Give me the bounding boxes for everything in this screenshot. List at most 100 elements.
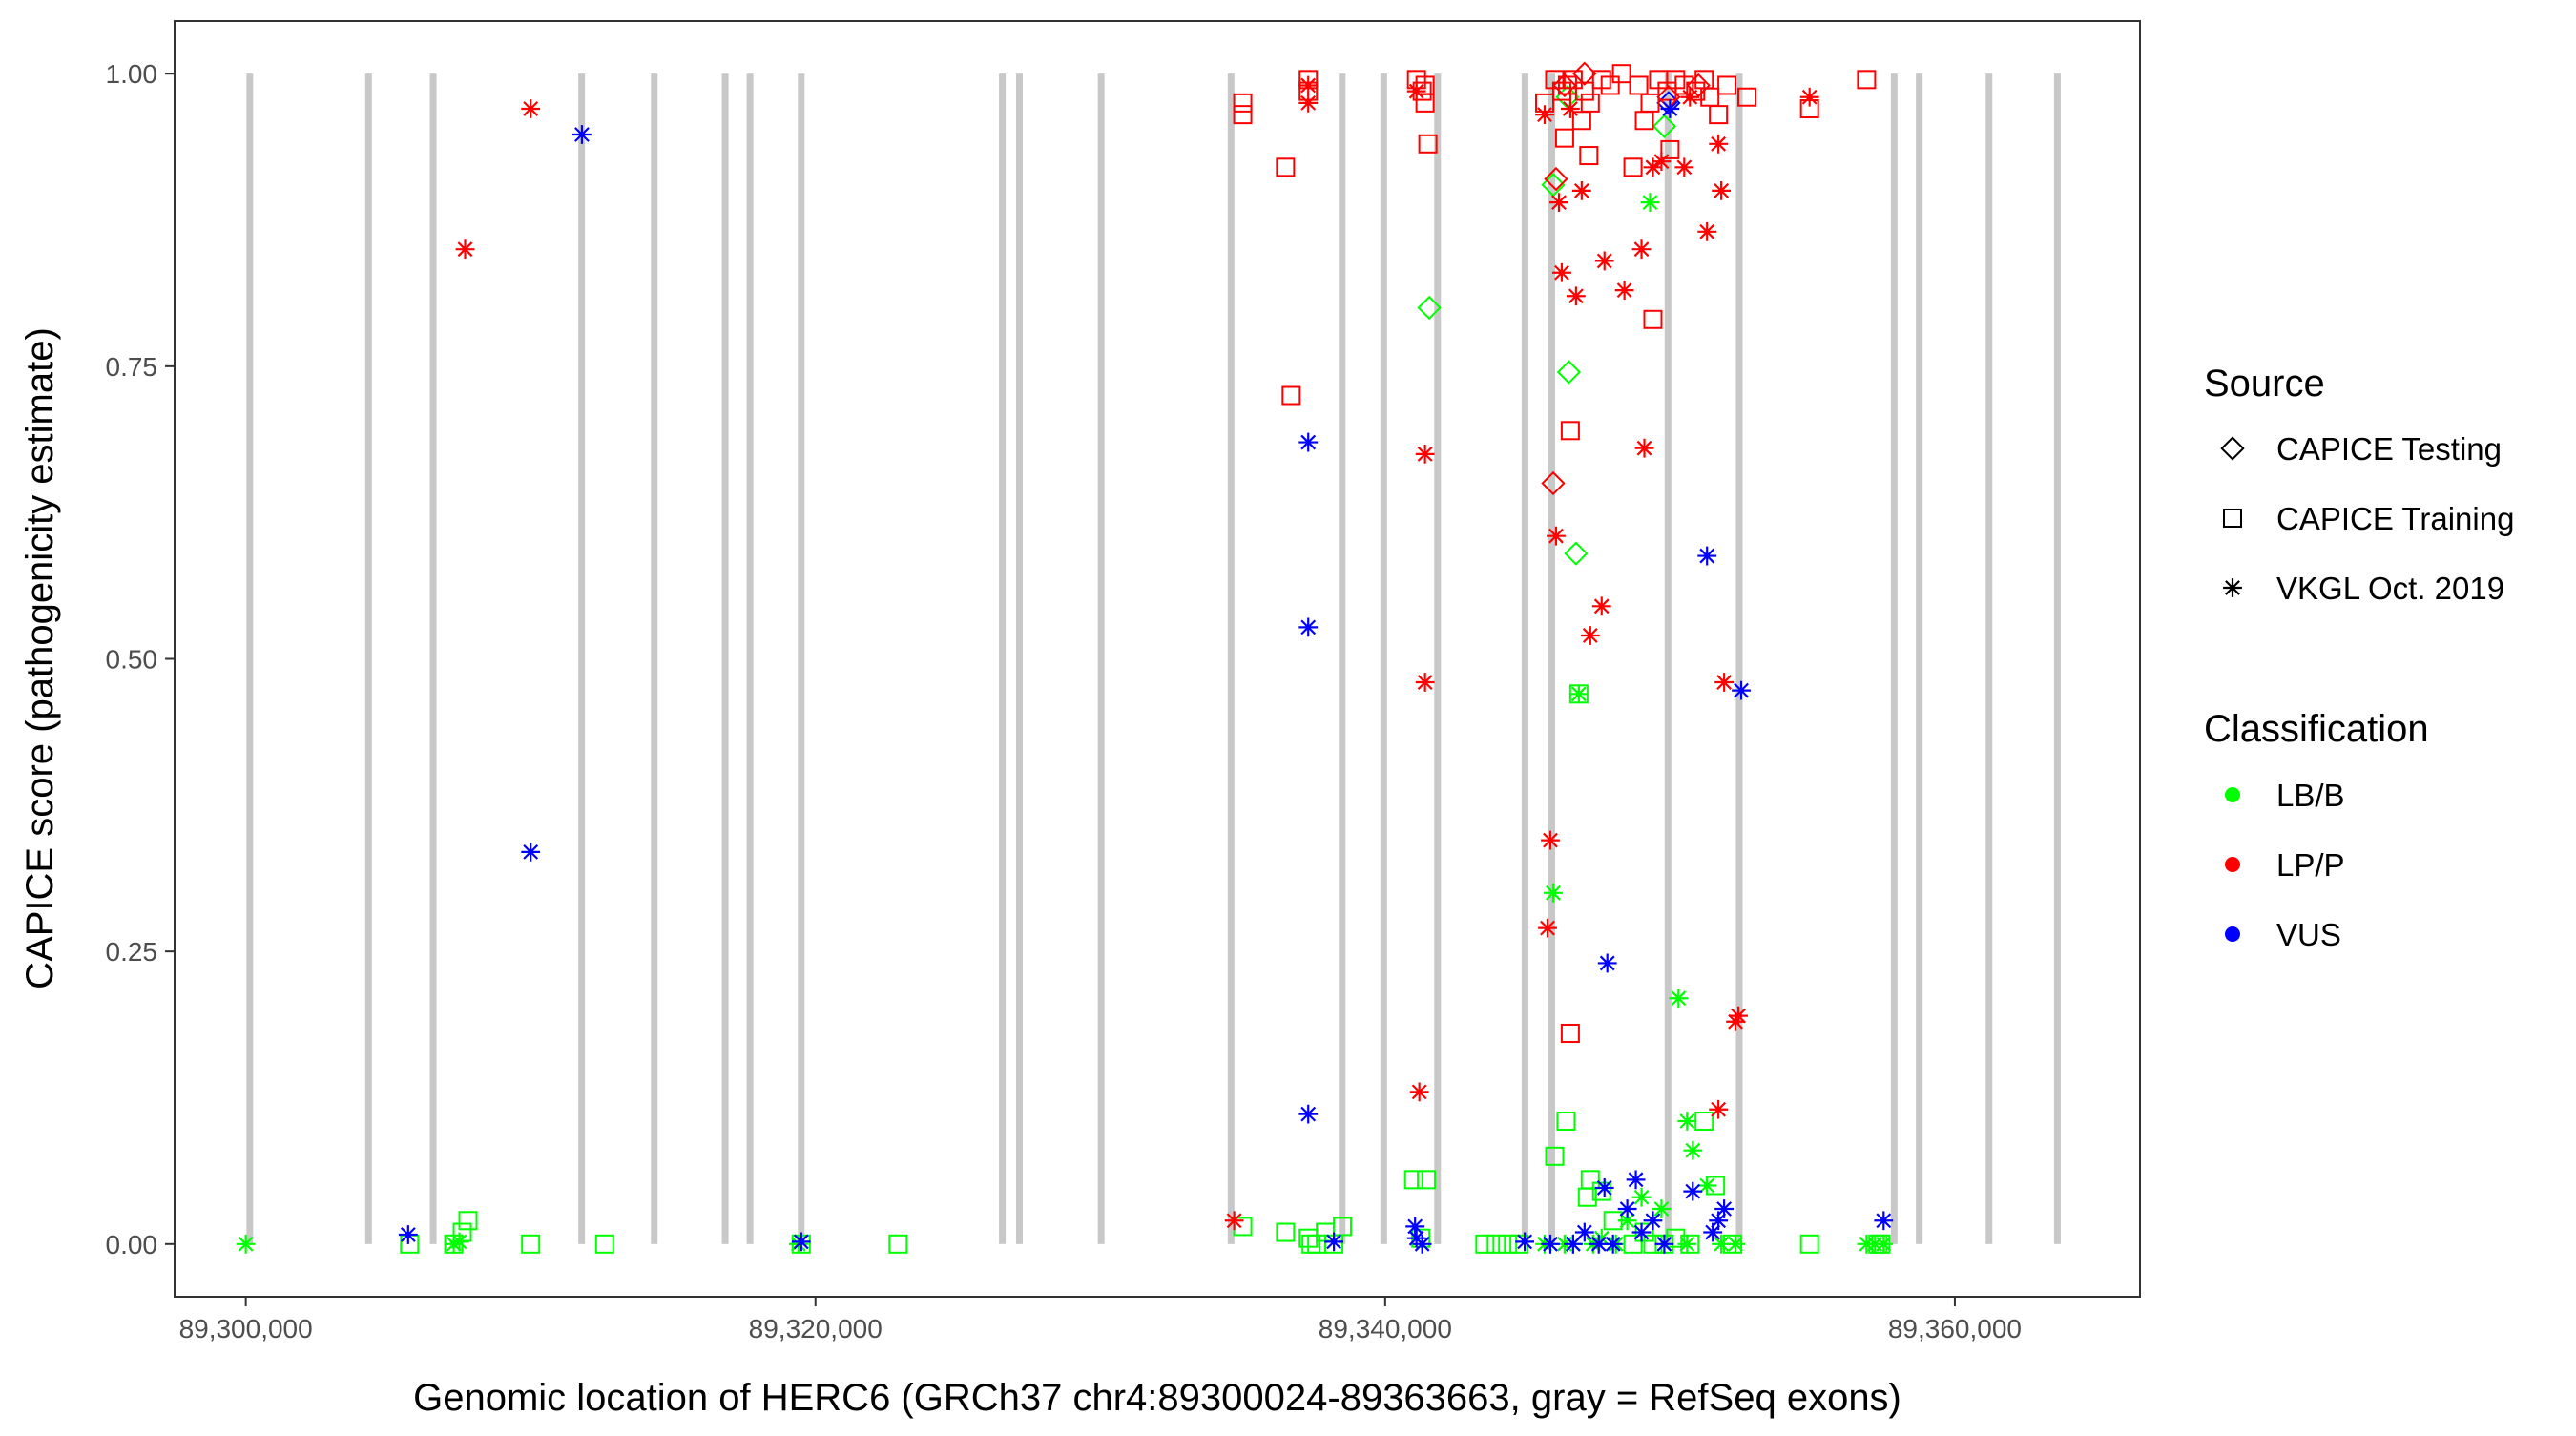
x-tick-label: 89,360,000 — [1888, 1314, 2022, 1343]
data-point-asterisk-point — [1541, 830, 1560, 850]
data-point-asterisk-point — [1674, 157, 1694, 177]
y-tick-label: 1.00 — [106, 59, 158, 89]
data-point-asterisk-point — [1298, 75, 1319, 95]
data-point-asterisk-point — [1552, 262, 1571, 282]
data-point-asterisk-point — [1591, 1228, 1611, 1248]
data-point-asterisk-point — [1640, 193, 1660, 213]
data-point-asterisk-point — [1549, 193, 1568, 213]
y-axis-title: CAPICE score (pathogenicity estimate) — [19, 327, 61, 989]
data-point-asterisk-point — [1409, 1082, 1429, 1102]
data-point-asterisk-point — [1660, 99, 1680, 118]
data-point-square-point — [1857, 70, 1877, 90]
data-point-asterisk-point — [1580, 626, 1600, 645]
data-point-asterisk-point — [1535, 105, 1554, 125]
data-point-square-point — [1660, 139, 1680, 159]
data-point-asterisk-point — [1799, 87, 1819, 107]
exon-band — [746, 73, 754, 1244]
data-point-square-point — [1666, 1228, 1686, 1248]
data-point-asterisk-point — [1224, 1211, 1244, 1231]
data-point-asterisk-point — [1566, 286, 1586, 306]
exon-band — [651, 73, 658, 1244]
data-point-square-point — [1486, 1234, 1506, 1254]
data-point-square-point — [1475, 1234, 1495, 1254]
exon-band — [1227, 73, 1235, 1244]
data-point-asterisk-point — [1669, 989, 1689, 1009]
data-point-asterisk-point — [1298, 617, 1319, 637]
exon-band — [1339, 73, 1346, 1244]
data-point-square-point — [1418, 134, 1438, 154]
data-point-square-point — [1580, 93, 1600, 113]
data-point-asterisk-point — [1729, 1006, 1748, 1026]
data-point-asterisk-point — [1412, 1234, 1432, 1254]
data-point-asterisk-point — [1631, 1187, 1652, 1207]
data-point-square-point — [1545, 70, 1565, 90]
exon-band — [1016, 73, 1024, 1244]
data-point-asterisk-point — [1652, 1199, 1672, 1218]
data-point-asterisk-point — [1709, 1099, 1729, 1119]
data-point-square-point — [1403, 1170, 1423, 1190]
data-point-asterisk-point — [1631, 239, 1652, 260]
data-point-square-point — [1580, 1170, 1600, 1190]
data-point-square-point — [1563, 70, 1583, 90]
data-point-asterisk-point — [1631, 1222, 1652, 1242]
data-point-asterisk-point — [521, 99, 541, 118]
data-point-square-point — [1276, 1222, 1296, 1242]
y-tick-label: 0.75 — [106, 352, 158, 382]
data-point-diamond-point — [1417, 295, 1442, 321]
legend-key-dot — [2225, 857, 2240, 872]
exon-band — [1985, 73, 1993, 1244]
exon-band — [2053, 73, 2061, 1244]
data-point-square-point — [1556, 1112, 1576, 1132]
data-point-square-point — [1643, 309, 1663, 329]
exon-band — [1548, 73, 1555, 1244]
data-point-diamond-point — [1564, 541, 1589, 566]
data-point-asterisk-point — [1626, 1170, 1646, 1190]
data-point-asterisk-point — [791, 1232, 811, 1252]
data-point-asterisk-point — [572, 125, 592, 144]
exon-band — [1434, 73, 1442, 1244]
data-point-square-point — [1281, 385, 1301, 406]
data-point-asterisk-point — [1563, 1234, 1583, 1254]
data-point-asterisk-point — [1643, 1211, 1663, 1231]
data-point-square-point — [594, 1234, 614, 1254]
data-point-square-point — [1674, 75, 1694, 95]
data-point-asterisk-point — [1654, 1234, 1674, 1254]
data-point-asterisk-point — [236, 1234, 256, 1254]
legend-label-source: VKGL Oct. 2019 — [2276, 571, 2504, 606]
exon-band — [1735, 73, 1743, 1244]
exon-band — [1890, 73, 1898, 1244]
data-point-square-point — [1737, 87, 1756, 107]
data-point-asterisk-point — [1589, 1234, 1609, 1254]
data-point-asterisk-point — [1298, 1104, 1319, 1124]
data-point-square-point — [1498, 1234, 1518, 1254]
data-point-asterisk-point — [521, 842, 541, 862]
data-point-asterisk-point — [1561, 99, 1580, 118]
data-point-asterisk-point — [1709, 134, 1729, 154]
data-point-asterisk-point — [1298, 432, 1319, 452]
data-point-square-point — [1623, 157, 1643, 177]
exon-band — [798, 73, 805, 1244]
data-point-asterisk-point — [444, 1234, 464, 1254]
data-point-asterisk-point — [1594, 1178, 1614, 1197]
data-point-asterisk-point — [1298, 93, 1319, 113]
data-point-square-point — [458, 1211, 478, 1231]
data-point-square-point — [1233, 105, 1253, 125]
data-point-asterisk-point — [1680, 87, 1700, 107]
data-point-asterisk-point — [1677, 1234, 1697, 1254]
data-point-square-point — [1629, 75, 1649, 95]
legend-key-dot — [2225, 926, 2240, 942]
legend-label-classification: LB/B — [2276, 778, 2345, 813]
legend-key-asterisk — [2223, 578, 2242, 597]
data-point-asterisk-point — [1597, 953, 1617, 973]
legend-label-classification: LP/P — [2276, 847, 2345, 883]
exon-band — [246, 73, 254, 1244]
data-point-asterisk-point — [1652, 152, 1672, 172]
y-tick-label: 0.25 — [106, 937, 158, 967]
exon-band — [1380, 73, 1387, 1244]
data-point-asterisk-point — [1714, 1199, 1735, 1218]
legend-label-source: CAPICE Training — [2276, 501, 2514, 536]
data-point-asterisk-point — [1677, 1112, 1697, 1131]
data-point-diamond-point — [1556, 360, 1582, 385]
